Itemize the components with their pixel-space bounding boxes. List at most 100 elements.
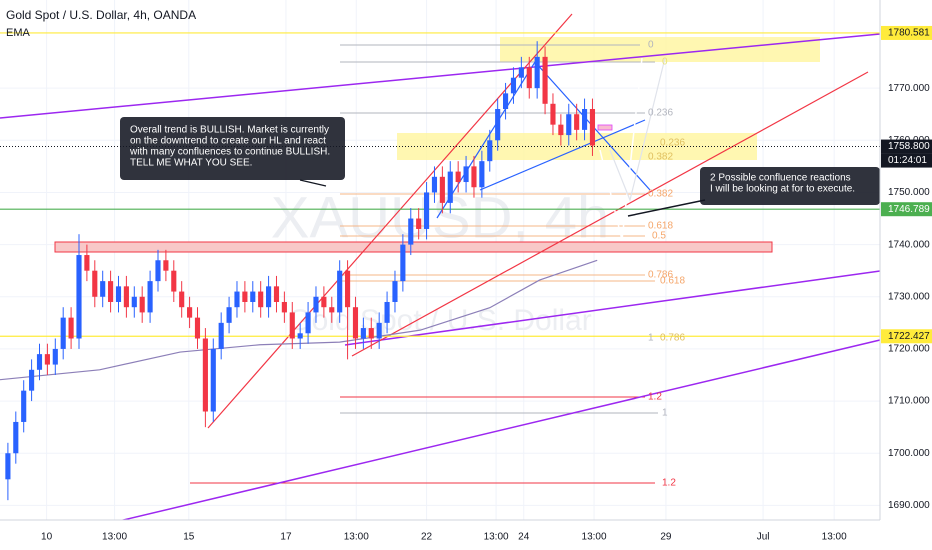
candle-body	[194, 317, 201, 339]
candle-body	[155, 260, 161, 282]
candle-body	[337, 270, 343, 313]
candle-body	[360, 328, 366, 339]
candle-body	[384, 301, 390, 323]
x-tick-label: 13:00	[102, 532, 127, 543]
candle-body	[542, 56, 548, 104]
candle-body	[352, 307, 359, 339]
candle-body	[147, 281, 153, 313]
y-tick-label: 1730.000	[888, 291, 930, 302]
y-tick-label: 1740.000	[888, 239, 930, 250]
arrow	[609, 57, 666, 202]
candle-body	[234, 291, 240, 308]
candle-body	[92, 270, 98, 297]
candle-body	[321, 296, 327, 308]
note-text: TELL ME WHAT YOU SEE.	[130, 158, 252, 169]
zone	[597, 124, 613, 131]
candle-body	[131, 296, 137, 308]
candle-body	[416, 218, 422, 229]
candle-body	[60, 317, 66, 349]
candle-body	[218, 322, 224, 349]
candle-body	[495, 109, 501, 141]
trendline	[479, 119, 646, 191]
candle-body	[313, 296, 319, 313]
zone	[54, 241, 773, 253]
candle-body	[550, 103, 556, 125]
fib-label: 1	[648, 333, 654, 344]
candle-body	[558, 124, 564, 136]
trendline	[344, 270, 881, 346]
candle-body	[392, 281, 398, 302]
candle-body	[305, 312, 311, 334]
countdown: 01:24:01	[888, 155, 927, 166]
fib-label: 0.236	[648, 108, 673, 119]
indicator-name: EMA	[6, 27, 31, 39]
drawings	[0, 13, 881, 523]
price-marker-label: 1758.800	[888, 141, 930, 152]
candle-body	[52, 348, 58, 365]
arrow	[599, 57, 643, 241]
x-tick-label: 13:00	[344, 532, 369, 543]
trendline	[114, 339, 881, 523]
price-marker-label: 1746.789	[888, 204, 930, 215]
candle-body	[526, 67, 532, 89]
candle-body	[408, 218, 414, 245]
candle-body	[266, 286, 272, 308]
candle-body	[163, 260, 169, 271]
candle-body	[376, 322, 382, 339]
price-marker	[881, 329, 932, 344]
note-text: on the downtrend to create our HL and re…	[130, 136, 326, 147]
fib-label: 0.236	[660, 138, 685, 149]
candle-body	[345, 270, 351, 308]
candle-body	[123, 286, 129, 308]
candle-body	[13, 421, 19, 454]
note-text: with many confluences to continue BULLIS…	[129, 147, 330, 158]
candle-body	[534, 56, 540, 89]
candle-body	[400, 244, 406, 282]
y-tick-label: 1700.000	[888, 448, 930, 459]
candle-body	[281, 301, 287, 313]
x-tick-label: 15	[183, 532, 195, 543]
y-tick-label: 1710.000	[888, 396, 930, 407]
y-tick-label: 1690.000	[888, 500, 930, 511]
candle-body	[36, 354, 43, 370]
candle-body	[471, 166, 477, 188]
note-box	[700, 167, 880, 205]
chart-title: Gold Spot / U.S. Dollar, 4h, OANDA	[6, 8, 196, 22]
fib-label: 0.618	[648, 221, 673, 232]
candle-body	[510, 77, 517, 94]
price-marker-label: 1722.427	[888, 331, 930, 342]
note-text: Overall trend is BULLISH. Market is curr…	[130, 125, 329, 136]
candle-body	[455, 171, 461, 183]
candle-body	[502, 93, 509, 110]
candle-body	[289, 312, 295, 339]
candle-body	[273, 286, 280, 302]
fib-label: 0.382	[648, 189, 673, 200]
candle-body	[5, 453, 11, 480]
candle-body	[447, 171, 453, 203]
note-text: I will be looking at for to execute.	[710, 184, 855, 195]
candle-body	[479, 161, 485, 188]
candle-body	[187, 307, 193, 318]
note-box	[120, 117, 345, 180]
candle-body	[487, 140, 493, 162]
price-marker	[881, 25, 932, 40]
x-tick-label: 22	[421, 532, 433, 543]
note-pointer	[299, 179, 327, 187]
price-axis	[880, 0, 932, 550]
price-marker	[881, 202, 932, 217]
x-tick-label: 10	[41, 532, 53, 543]
y-tick-label: 1720.000	[888, 344, 930, 355]
candle-body	[84, 255, 90, 271]
countdown-box	[881, 153, 932, 168]
fib-label: 0	[648, 40, 654, 51]
x-tick-label: 29	[660, 532, 672, 543]
fib-label: 0	[662, 57, 668, 68]
note: Overall trend is BULLISH. Market is curr…	[120, 117, 345, 187]
candle-body	[139, 296, 145, 313]
candle-body	[258, 291, 264, 308]
x-tick-label: 24	[518, 532, 530, 543]
candle-body	[368, 328, 374, 339]
fib-label: 0.786	[648, 270, 673, 281]
candle-body	[566, 114, 572, 136]
